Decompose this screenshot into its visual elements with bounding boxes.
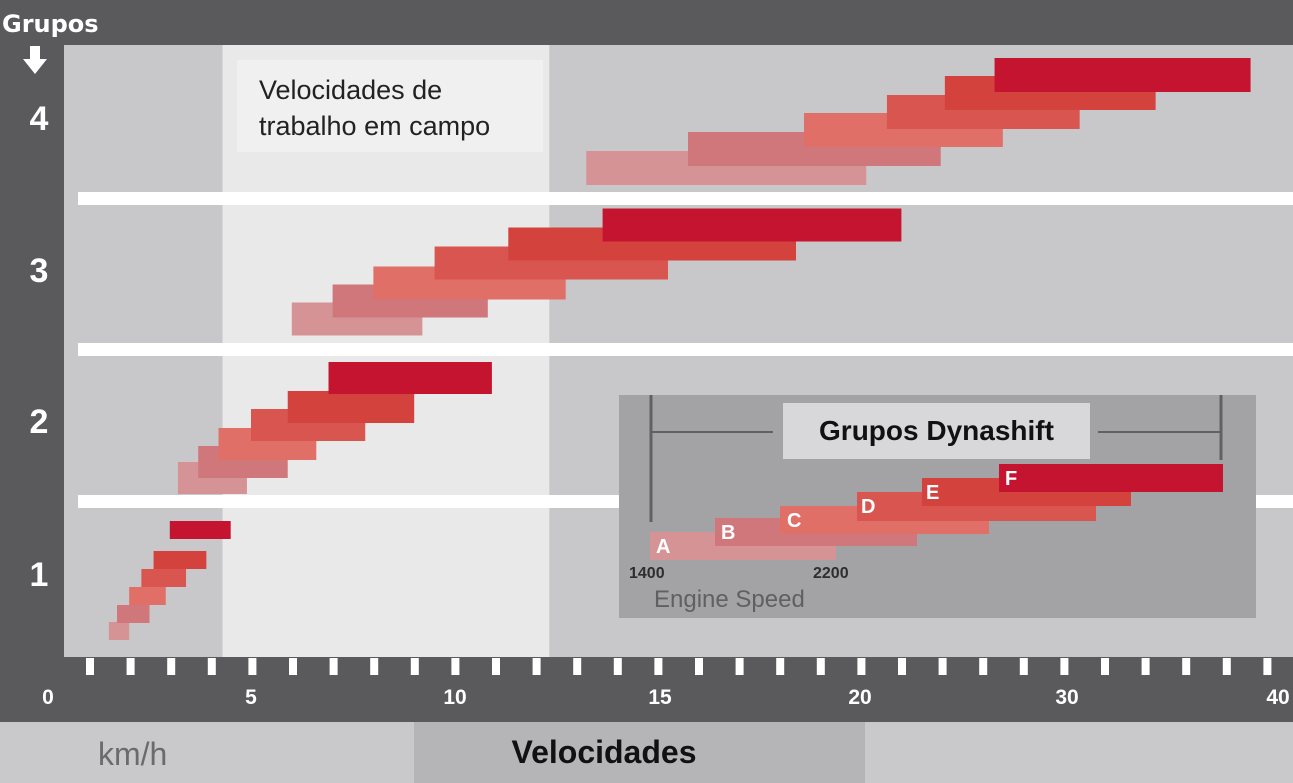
x-tick-mark <box>126 658 135 675</box>
x-tick-mark <box>207 658 216 675</box>
x-tick-label-0: 0 <box>42 686 54 709</box>
x-tick-mark <box>776 658 785 675</box>
x-tick-label-15: 15 <box>648 686 672 709</box>
x-tick-mark <box>289 658 297 675</box>
inset-step-label-B: B <box>721 522 736 544</box>
x-tick-mark <box>938 658 947 675</box>
x-tick-mark <box>898 658 906 675</box>
x-tick-mark <box>695 658 703 675</box>
speed-bar-group-4-step-6 <box>994 58 1251 92</box>
x-tick-mark <box>1060 658 1069 675</box>
x-tick-mark <box>451 658 460 675</box>
speed-bar-group-2-step-5 <box>287 391 415 423</box>
x-tick-mark <box>573 658 582 675</box>
group-label-1: 1 <box>29 556 49 594</box>
x-unit-label: km/h <box>98 736 168 772</box>
group-separator <box>78 343 1293 356</box>
speed-bar-group-1-step-2 <box>117 605 150 623</box>
x-tick-mark <box>329 658 338 675</box>
x-tick-mark <box>1222 658 1231 675</box>
x-tick-mark <box>1182 658 1191 675</box>
x-axis-label: Velocidades <box>511 734 697 770</box>
xlabel-box <box>414 722 865 783</box>
group-separator <box>78 192 1293 205</box>
x-tick-mark <box>613 658 622 675</box>
x-tick-mark <box>979 658 988 675</box>
x-tick-label-30: 30 <box>1055 686 1079 709</box>
chart-title: Grupos <box>2 10 99 38</box>
speed-bar-group-1-step-1 <box>108 622 130 640</box>
x-tick-mark <box>1101 658 1109 675</box>
speed-bar-group-1-step-4 <box>141 569 187 587</box>
x-tick-mark <box>654 658 663 675</box>
speed-bar-group-2-step-6 <box>328 362 492 394</box>
x-tick-mark <box>816 658 825 675</box>
x-tick-mark <box>1263 658 1272 675</box>
x-tick-label-20: 20 <box>848 686 872 709</box>
inset-step-bar-F <box>999 464 1223 492</box>
x-tick-mark <box>86 658 94 675</box>
inset-tick-1400: 1400 <box>629 565 665 582</box>
x-tick-mark <box>1141 658 1150 675</box>
inset-step-label-D: D <box>861 496 876 518</box>
inset-title: Grupos Dynashift <box>783 403 1090 459</box>
x-tick-mark <box>735 658 744 675</box>
speed-bar-group-3-step-6 <box>602 208 902 242</box>
inset-step-label-F: F <box>1005 468 1018 490</box>
x-tick-mark <box>248 658 257 675</box>
x-tick-mark <box>410 658 419 675</box>
x-tick-mark <box>370 658 379 675</box>
group-label-3: 3 <box>29 252 49 290</box>
group-label-4: 4 <box>29 100 49 138</box>
speed-bar-group-1-step-5 <box>153 551 207 569</box>
x-tick-label-5: 5 <box>245 686 257 709</box>
x-tick-mark <box>1019 658 1028 675</box>
speed-bar-group-1-step-6 <box>169 521 231 539</box>
x-tick-mark <box>167 658 176 675</box>
inset-step-label-A: A <box>656 536 671 558</box>
down-arrow-icon <box>22 44 48 81</box>
x-tick-label-10: 10 <box>443 686 467 709</box>
x-tick-mark <box>492 658 500 675</box>
x-tick-mark <box>857 658 866 675</box>
x-tick-mark <box>532 658 541 675</box>
field-speed-annotation: Velocidades de trabalho em campo <box>237 60 543 152</box>
inset-tick-2200: 2200 <box>813 565 849 582</box>
inset-xlabel: Engine Speed <box>654 586 805 613</box>
group-label-2: 2 <box>29 403 49 441</box>
x-tick-label-40: 40 <box>1266 686 1290 709</box>
speed-bar-group-1-step-3 <box>129 587 166 605</box>
inset-step-label-E: E <box>926 482 940 504</box>
inset-step-label-C: C <box>787 510 802 532</box>
